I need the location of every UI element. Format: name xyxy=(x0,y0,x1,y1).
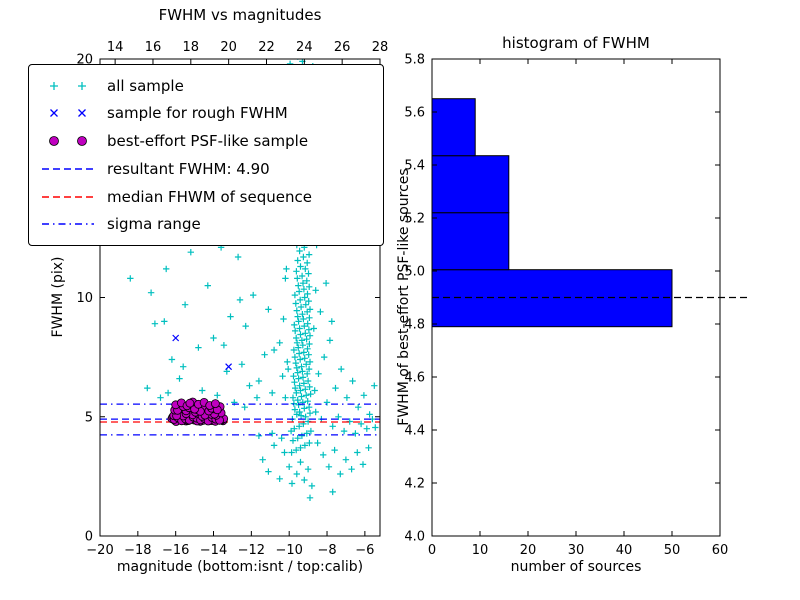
tick-label: −18 xyxy=(124,543,151,558)
left-plot-xlabel: magnitude (bottom:isnt / top:calib) xyxy=(116,559,364,575)
tick-label: 5.6 xyxy=(404,106,425,121)
legend-item-label: sigma range xyxy=(107,215,201,234)
tick-label: 22 xyxy=(258,40,275,55)
legend-x-marker-sample xyxy=(50,109,86,118)
legend-item: sigma range xyxy=(31,213,381,235)
right-plot-title: histogram of FWHM xyxy=(502,34,650,52)
tick-label: 10 xyxy=(472,543,489,558)
legend-item-label: sample for rough FWHM xyxy=(107,104,288,123)
tick-label: 5.2 xyxy=(404,212,425,227)
tick-label: 5.0 xyxy=(404,265,425,280)
legend-item: best-effort PSF-like sample xyxy=(31,130,381,152)
tick-label: 4.0 xyxy=(404,530,425,545)
legend-circle-marker-sample xyxy=(49,136,87,147)
left-plot-area xyxy=(100,59,380,501)
legend: all sample sample for rough FWHM best-effo… xyxy=(28,64,384,246)
tick-label: −10 xyxy=(275,543,302,558)
tick-label: 20 xyxy=(220,40,237,55)
tick-label: 20 xyxy=(76,53,93,68)
legend-item-label: resultant FWHM: 4.90 xyxy=(107,159,270,178)
tick-label: 4.4 xyxy=(404,424,425,439)
left-plot-title: FWHM vs magnitudes xyxy=(158,6,322,24)
tick-label: 30 xyxy=(568,543,585,558)
right-plot-xlabel: number of sources xyxy=(510,559,642,575)
tick-label: 50 xyxy=(664,543,681,558)
tick-label: 4.2 xyxy=(404,477,425,492)
right-plot-ylabel: FWHM of best-effort PSF-like sources xyxy=(396,168,412,426)
right-axes: 0 10 20 30 40 50 60 4.0 4.2 4.4 4.6 4.8 5.0 5.2 5.4 5.6… xyxy=(404,53,748,558)
tick-label: 5.4 xyxy=(404,159,425,174)
tick-label: 18 xyxy=(183,40,200,55)
legend-item: resultant FWHM: 4.90 xyxy=(31,158,381,180)
tick-label: 20 xyxy=(520,543,537,558)
legend-dashdot-line-sample xyxy=(42,223,94,225)
tick-label: 10 xyxy=(76,291,93,306)
legend-item: median FHWM of sequence xyxy=(31,186,381,208)
tick-label: −12 xyxy=(238,543,265,558)
legend-dashed-line-sample xyxy=(42,168,94,170)
psf-like-sample-points xyxy=(167,397,229,426)
tick-label: −20 xyxy=(86,543,113,558)
tick-label: 14 xyxy=(107,40,124,55)
legend-item-label: median FHWM of sequence xyxy=(107,187,312,206)
tick-label: 0 xyxy=(85,530,93,545)
tick-label: 24 xyxy=(296,40,313,55)
tick-label: −14 xyxy=(200,543,227,558)
legend-item-label: best-effort PSF-like sample xyxy=(107,132,309,151)
tick-label: −16 xyxy=(162,543,189,558)
left-plot-ylabel: FWHM (pix) xyxy=(50,256,66,338)
legend-item: sample for rough FWHM xyxy=(31,102,381,124)
legend-item-label: all sample xyxy=(107,76,184,95)
histogram-bars xyxy=(431,98,673,328)
legend-dashed-line-sample xyxy=(42,195,94,198)
tick-label: 28 xyxy=(372,40,389,55)
tick-label: −8 xyxy=(317,543,336,558)
tick-label: −6 xyxy=(355,543,374,558)
tick-label: 4.6 xyxy=(404,371,425,386)
legend-item: all sample xyxy=(31,75,381,97)
legend-plus-marker-sample xyxy=(50,81,86,90)
tick-label: 0 xyxy=(428,543,436,558)
tick-label: 4.8 xyxy=(404,318,425,333)
tick-label: 5 xyxy=(85,410,93,425)
tick-label: 16 xyxy=(145,40,162,55)
tick-label: 60 xyxy=(712,543,729,558)
tick-label: 40 xyxy=(616,543,633,558)
tick-label: 5.8 xyxy=(404,53,425,68)
tick-label: 26 xyxy=(334,40,351,55)
